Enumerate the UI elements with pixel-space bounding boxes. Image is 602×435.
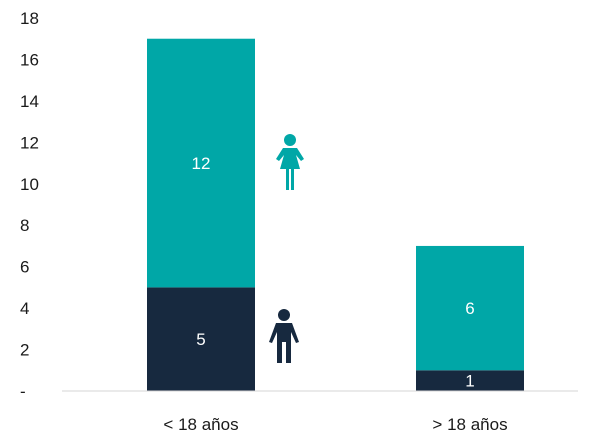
y-tick-label: - (20, 382, 26, 401)
x-category-label: < 18 años (163, 415, 238, 434)
y-tick-label: 18 (20, 9, 39, 28)
bar-segment (416, 245, 524, 371)
bars: 5 12 1 6 (147, 38, 524, 391)
x-axis-labels: < 18 años > 18 años (163, 415, 507, 434)
x-category-label: > 18 años (432, 415, 507, 434)
female-person-icon (276, 134, 304, 190)
male-person-icon (269, 309, 299, 363)
y-tick-label: 4 (20, 299, 29, 318)
y-tick-label: 10 (20, 175, 39, 194)
y-tick-label: 12 (20, 133, 39, 152)
bar-data-label: 12 (192, 154, 211, 173)
bar-segment (147, 38, 255, 288)
bar-data-label: 5 (196, 330, 205, 349)
bar-data-label: 6 (465, 299, 474, 318)
y-tick-label: 6 (20, 258, 29, 277)
y-tick-label: 2 (20, 341, 29, 360)
y-tick-label: 16 (20, 50, 39, 69)
bar-data-label: 1 (465, 372, 474, 391)
y-tick-label: 14 (20, 92, 39, 111)
y-tick-label: 8 (20, 216, 29, 235)
bar-segment (416, 370, 524, 391)
y-axis-ticks: - 2 4 6 8 10 12 14 16 18 (20, 9, 39, 401)
bar-segment (147, 287, 255, 391)
